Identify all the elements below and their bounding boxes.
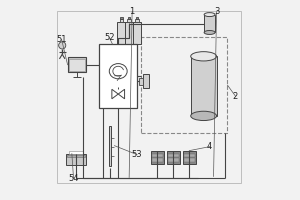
Bar bbox=[109, 126, 112, 166]
Bar bbox=[136, 17, 138, 19]
Text: 1: 1 bbox=[130, 7, 135, 16]
Bar bbox=[167, 151, 180, 164]
Ellipse shape bbox=[58, 42, 66, 49]
Bar bbox=[57, 11, 242, 183]
Bar bbox=[168, 154, 179, 157]
Polygon shape bbox=[118, 89, 124, 99]
Ellipse shape bbox=[109, 64, 127, 79]
Text: 52: 52 bbox=[104, 33, 115, 42]
Ellipse shape bbox=[191, 52, 217, 61]
Bar bbox=[133, 22, 141, 44]
Ellipse shape bbox=[204, 13, 215, 17]
Bar bbox=[204, 15, 215, 32]
Bar bbox=[67, 155, 85, 157]
Bar bbox=[120, 17, 122, 19]
Text: 3: 3 bbox=[214, 7, 219, 16]
Bar bbox=[128, 19, 131, 22]
Bar bbox=[152, 158, 163, 162]
Bar bbox=[99, 44, 137, 108]
Polygon shape bbox=[112, 89, 118, 99]
Bar bbox=[183, 151, 196, 164]
Text: 2: 2 bbox=[233, 92, 238, 101]
Bar bbox=[128, 17, 130, 19]
Text: 4: 4 bbox=[207, 142, 212, 151]
Bar bbox=[184, 158, 195, 162]
Bar bbox=[184, 154, 195, 157]
Text: 53: 53 bbox=[132, 150, 142, 159]
Bar bbox=[69, 59, 85, 71]
Bar bbox=[168, 158, 179, 162]
Ellipse shape bbox=[204, 31, 215, 34]
Bar bbox=[68, 57, 86, 72]
Bar bbox=[152, 154, 163, 157]
Text: 51: 51 bbox=[56, 35, 67, 44]
Bar bbox=[119, 19, 123, 22]
Bar bbox=[143, 74, 148, 88]
Bar bbox=[66, 154, 86, 165]
Bar bbox=[135, 19, 139, 22]
Bar bbox=[141, 37, 227, 133]
Text: 54: 54 bbox=[68, 174, 79, 183]
Bar bbox=[151, 151, 164, 164]
Ellipse shape bbox=[191, 111, 217, 121]
Bar bbox=[117, 22, 125, 44]
Bar bbox=[69, 151, 83, 154]
Bar bbox=[191, 56, 217, 116]
Bar bbox=[125, 22, 133, 44]
Bar bbox=[140, 78, 143, 85]
